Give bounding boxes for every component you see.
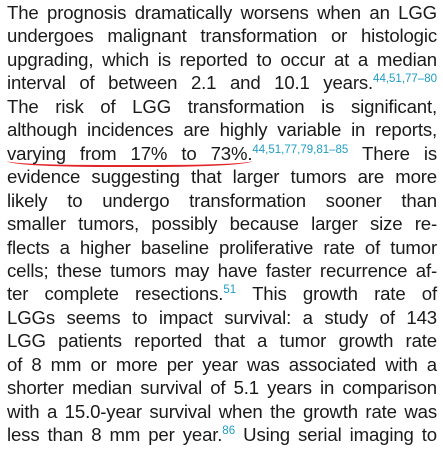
text-line: with a 15.0-year survival when the growt…	[7, 400, 437, 423]
text-line: shorter median survival of 5.1 years in …	[7, 376, 437, 399]
text-run: cells; these tumors may have faster recu…	[7, 259, 437, 281]
text-line: likely to undergo transformation sooner …	[7, 189, 437, 212]
text-line: interval of between 2.1 and 10.1 years.4…	[7, 71, 437, 94]
text-line: The prognosis dramatically worsens when …	[7, 1, 437, 24]
text-run: smaller tumors, possibly because larger …	[7, 213, 437, 235]
text-run: flects a higher baseline proliferative r…	[7, 236, 437, 258]
text-run: with a 15.0-year survival when the growt…	[7, 400, 437, 422]
text-run: The risk of LGG transformation is signif…	[7, 95, 437, 117]
text-run: This growth rate of	[236, 283, 437, 305]
text-run: of 8 mm or more per year was associated …	[7, 353, 437, 375]
text-line: ter complete resections.51 This growth r…	[7, 282, 437, 305]
text-run: The prognosis dramatically worsens when …	[7, 2, 437, 23]
text-run: although incidences are highly variable …	[7, 119, 437, 141]
text-line: smaller tumors, possibly because larger …	[7, 212, 437, 235]
text-run: evidence suggesting that larger tumors a…	[7, 166, 437, 188]
text-run: interval of between 2.1 and 10.1 years.	[7, 72, 374, 94]
text-line: of 8 mm or more per year was associated …	[7, 353, 437, 376]
underlined-text: varying from 17% to 73%.	[7, 142, 253, 167]
text-run: There is	[348, 142, 437, 164]
text-run: less than 8 mm per year.	[7, 424, 223, 446]
text-line: cells; these tumors may have faster recu…	[7, 259, 437, 282]
citation: 44,51,77–80	[373, 73, 437, 86]
text-line: LGG patients reported that a tumor growt…	[7, 329, 437, 352]
text-run: shorter median survival of 5.1 years in …	[7, 377, 437, 399]
text-line: flects a higher baseline proliferative r…	[7, 236, 437, 259]
text-line: although incidences are highly variable …	[7, 118, 437, 141]
text-run: LGGs seems to impact survival: a study o…	[7, 306, 437, 328]
text-line: undergoes malignant transformation or hi…	[7, 24, 437, 47]
text-line: The risk of LGG transformation is signif…	[7, 95, 437, 118]
text-run: ter complete resections.	[7, 283, 224, 305]
text-run: upgrading, which is reported to occur at…	[7, 48, 437, 70]
text-line: varying from 17% to 73%.44,51,77,79,81–8…	[7, 142, 437, 167]
text-run: LGG patients reported that a tumor growt…	[7, 330, 437, 352]
text-run: Using serial imaging to	[235, 424, 437, 446]
citation: 51	[223, 284, 237, 297]
text-run: undergoes malignant transformation or hi…	[7, 25, 437, 47]
citation: 86	[222, 425, 236, 438]
text-line: less than 8 mm per year.86 Using serial …	[7, 423, 437, 446]
text-run: likely to undergo transformation sooner …	[7, 189, 437, 211]
text-line: upgrading, which is reported to occur at…	[7, 48, 437, 71]
citation: 44,51,77,79,81–85	[252, 143, 349, 156]
text-line: LGGs seems to impact survival: a study o…	[7, 306, 437, 329]
text-line: evidence suggesting that larger tumors a…	[7, 165, 437, 188]
